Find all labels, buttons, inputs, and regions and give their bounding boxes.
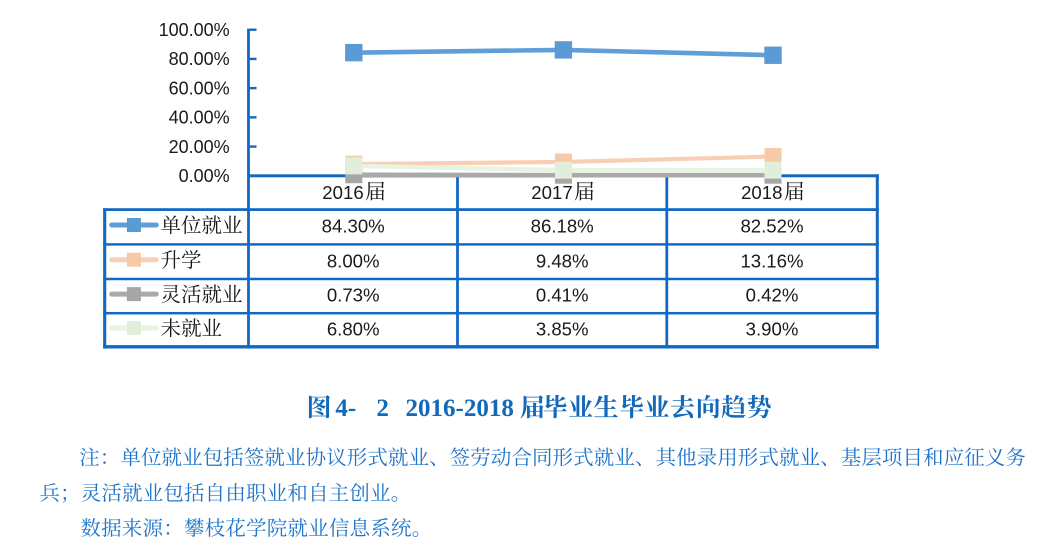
svg-text:80.00%: 80.00% (169, 49, 230, 69)
svg-text:2016: 2016 (322, 182, 363, 203)
svg-text:84.30%: 84.30% (322, 216, 385, 237)
svg-text:82.52%: 82.52% (740, 216, 803, 237)
svg-text:20.00%: 20.00% (169, 137, 230, 157)
svg-text:0.42%: 0.42% (746, 285, 799, 306)
svg-text:2: 2 (376, 395, 389, 422)
svg-text:40.00%: 40.00% (169, 108, 230, 128)
svg-text:100.00%: 100.00% (159, 20, 230, 40)
svg-text:3.90%: 3.90% (746, 319, 799, 340)
svg-text:13.16%: 13.16% (740, 250, 803, 271)
svg-text:60.00%: 60.00% (169, 78, 230, 98)
svg-text:2016-2018: 2016-2018 (406, 395, 514, 422)
svg-text:4-: 4- (335, 395, 356, 422)
svg-text:2017: 2017 (531, 182, 572, 203)
svg-text:86.18%: 86.18% (531, 216, 594, 237)
svg-text:6.80%: 6.80% (327, 319, 380, 340)
svg-text:9.48%: 9.48% (536, 250, 589, 271)
svg-text:0.41%: 0.41% (536, 285, 589, 306)
svg-text:0.73%: 0.73% (327, 285, 380, 306)
svg-text:3.85%: 3.85% (536, 319, 589, 340)
svg-text:0.00%: 0.00% (179, 166, 230, 186)
svg-text:2018: 2018 (741, 182, 782, 203)
svg-text:8.00%: 8.00% (327, 250, 380, 271)
